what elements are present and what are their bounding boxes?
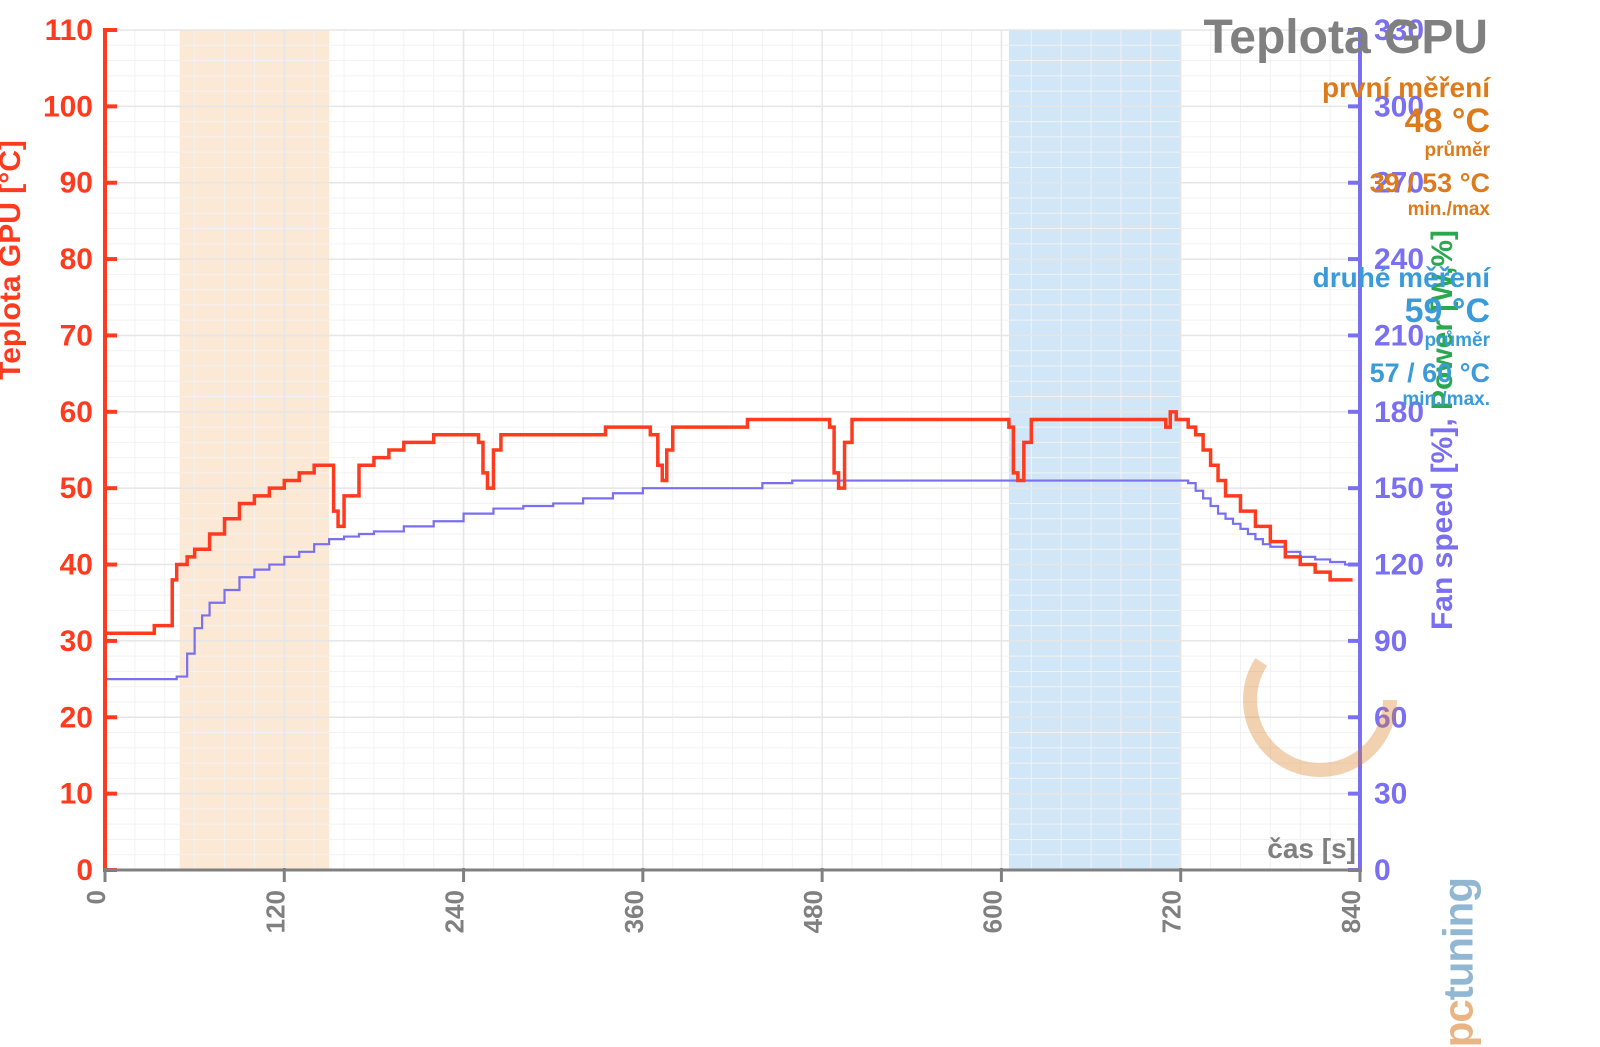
y-right-tick-label: 90 <box>1374 625 1407 658</box>
second-measure-avg-label: průměr <box>1313 330 1490 352</box>
y-left-tick-label: 0 <box>76 854 93 887</box>
y-left-tick-label: 40 <box>60 549 93 582</box>
y-left-axis-label: Teplota GPU [°C] <box>0 140 27 380</box>
x-tick-label: 360 <box>619 890 649 933</box>
gpu-temp-chart: 0 10 20 30 40 50 60 70 80 90 100 110 Teplota GPU [°C… <box>0 0 1600 1008</box>
y-right-tick-label: 30 <box>1374 778 1407 811</box>
y-left-tick-label: 60 <box>60 396 93 429</box>
y-right-tick-label: 150 <box>1374 472 1424 505</box>
y-left-tick-label: 50 <box>60 472 93 505</box>
chart-title: Teplota GPU <box>1204 10 1488 65</box>
x-tick-label: 120 <box>260 890 290 933</box>
second-measure-band <box>1009 30 1181 870</box>
watermark-logo: pctuning <box>1434 878 1482 1047</box>
y-left-tick-label: 110 <box>45 14 93 47</box>
first-measure-header: první měření <box>1322 72 1490 104</box>
second-measure-range-value: 57 / 60 °C <box>1313 358 1490 389</box>
y-right-tick-label: 0 <box>1374 854 1391 887</box>
y-left-tick-label: 90 <box>60 167 93 200</box>
second-measure-infobox: druhé měření 59 °C průměr 57 / 60 °C min… <box>1313 262 1490 411</box>
x-tick-label: 600 <box>977 890 1007 933</box>
y-left-tick-label: 70 <box>60 319 93 352</box>
x-tick-label: 840 <box>1336 890 1366 933</box>
first-measure-range-value: 39 / 53 °C <box>1322 168 1490 199</box>
y-left-tick-label: 80 <box>60 243 93 276</box>
second-measure-avg-value: 59 °C <box>1313 294 1490 330</box>
first-measure-avg-value: 48 °C <box>1322 104 1490 140</box>
y-left-tick-label: 10 <box>60 778 93 811</box>
first-measure-avg-label: průměr <box>1322 140 1490 162</box>
second-measure-range-label: min./max. <box>1313 389 1490 411</box>
y-left-tick-label: 20 <box>60 701 93 734</box>
x-tick-label: 240 <box>440 890 470 933</box>
x-tick-label: 480 <box>798 890 828 933</box>
first-measure-infobox: první měření 48 °C průměr 39 / 53 °C min… <box>1322 72 1490 221</box>
y-left-tick-label: 30 <box>60 625 93 658</box>
y-left-tick-label: 100 <box>43 90 93 123</box>
second-measure-header: druhé měření <box>1313 262 1490 294</box>
x-tick-label: 0 <box>81 890 111 904</box>
x-tick-label: 720 <box>1157 890 1187 933</box>
first-measure-range-label: min./max <box>1322 199 1490 221</box>
x-axis-label: čas [s] <box>1267 833 1356 864</box>
y-right-tick-label: 120 <box>1374 549 1424 582</box>
